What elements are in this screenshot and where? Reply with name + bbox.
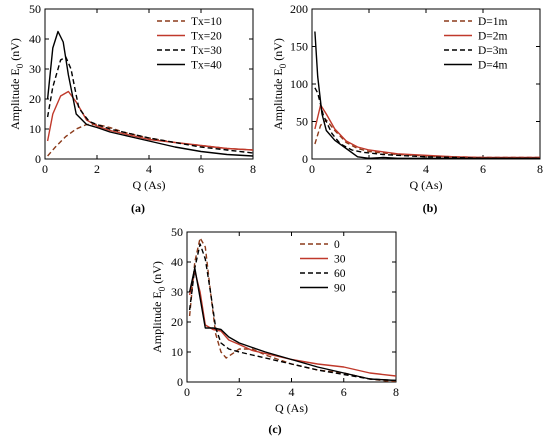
plot-frame-1 (44, 8, 254, 160)
y-tick-label-3-2: 20 (171, 315, 183, 329)
y-axis-label-main-3: Amplitude E (150, 291, 164, 353)
x-tick-label-1-2: 4 (146, 162, 152, 176)
y-axis-label-3: Amplitude E0 (nV) (150, 261, 167, 353)
y-axis-label-unit-1: (nV) (8, 38, 22, 64)
y-tick-label-2-1: 50 (296, 115, 308, 129)
series-line-1-0 (47, 123, 253, 157)
y-axis-label-sub-3: 0 (157, 286, 167, 291)
series-line-2-0 (314, 119, 540, 159)
series-line-3-0 (188, 237, 396, 382)
y-tick-label-1-3: 30 (29, 62, 41, 76)
legend-label-2-1: D=2m (478, 31, 508, 43)
series-line-3-3 (188, 267, 396, 382)
x-axis-label-1: Q (As) (133, 178, 166, 192)
legend-label-3-2: 60 (334, 268, 346, 280)
x-tick-label-1-3: 6 (198, 162, 204, 176)
panel-label-3: (c) (268, 422, 281, 436)
x-tick-label-1-1: 2 (94, 162, 100, 176)
legend-label-3-3: 90 (334, 283, 346, 295)
x-tick-label-2-0: 0 (309, 162, 315, 176)
x-axis-label-2: Q (As) (410, 178, 443, 192)
legend-label-2-0: D=1m (478, 16, 508, 28)
x-tick-label-3-2: 4 (289, 385, 295, 399)
legend-label-2-2: D=3m (478, 45, 508, 57)
y-tick-label-1-1: 10 (29, 122, 41, 136)
y-axis-label-unit-2: (nV) (271, 38, 285, 64)
legend-label-1-2: Tx=30 (191, 45, 222, 57)
legend-label-3-1: 30 (334, 254, 346, 266)
y-axis-label-1: Amplitude E0 (nV) (8, 38, 25, 130)
x-tick-label-3-3: 6 (341, 385, 347, 399)
series-line-2-1 (314, 104, 540, 159)
y-tick-label-2-0: 0 (302, 152, 308, 166)
y-tick-label-1-2: 20 (29, 92, 41, 106)
series-line-1-2 (46, 56, 253, 154)
x-axis-label-3: Q (As) (275, 401, 308, 415)
y-tick-label-3-0: 0 (177, 375, 183, 389)
series-line-2-3 (314, 31, 540, 159)
y-tick-label-1-0: 0 (35, 152, 41, 166)
panel-label-2: (b) (423, 201, 438, 215)
x-tick-label-1-0: 0 (42, 162, 48, 176)
y-tick-label-2-4: 200 (290, 2, 308, 16)
y-tick-label-3-1: 10 (171, 345, 183, 359)
series-line-1-1 (46, 90, 253, 151)
y-axis-label-main-2: Amplitude E (271, 68, 285, 130)
legend-label-1-1: Tx=20 (191, 31, 222, 43)
y-tick-label-3-4: 40 (171, 255, 183, 269)
y-tick-label-3-3: 30 (171, 285, 183, 299)
y-axis-label-unit-3: (nV) (150, 261, 164, 287)
legend-label-2-3: D=4m (478, 60, 508, 72)
y-tick-label-3-5: 50 (171, 225, 183, 239)
y-tick-label-2-3: 150 (290, 40, 308, 54)
x-tick-label-2-4: 8 (537, 162, 543, 176)
x-tick-label-1-4: 8 (250, 162, 256, 176)
legend-label-3-0: 0 (334, 239, 340, 251)
legend-label-1-0: Tx=10 (191, 16, 222, 28)
y-axis-label-2: Amplitude E0 (nV) (271, 38, 288, 130)
y-tick-label-1-4: 40 (29, 32, 41, 46)
y-axis-label-sub-2: 0 (278, 63, 288, 68)
y-axis-label-main-1: Amplitude E (8, 68, 22, 130)
series-line-3-2 (188, 243, 396, 382)
x-tick-label-3-4: 8 (393, 385, 399, 399)
series-line-3-1 (188, 270, 396, 377)
x-tick-label-3-0: 0 (184, 385, 190, 399)
y-axis-label-sub-1: 0 (15, 63, 25, 68)
series-line-1-3 (46, 30, 253, 157)
legend-label-1-3: Tx=40 (191, 60, 222, 72)
x-tick-label-3-1: 2 (236, 385, 242, 399)
x-tick-label-2-3: 6 (480, 162, 486, 176)
panel-label-1: (a) (131, 201, 145, 215)
x-tick-label-2-2: 4 (423, 162, 429, 176)
series-line-2-2 (314, 87, 540, 159)
y-tick-label-1-5: 50 (29, 2, 41, 16)
x-tick-label-2-1: 2 (366, 162, 372, 176)
y-tick-label-2-2: 100 (290, 77, 308, 91)
